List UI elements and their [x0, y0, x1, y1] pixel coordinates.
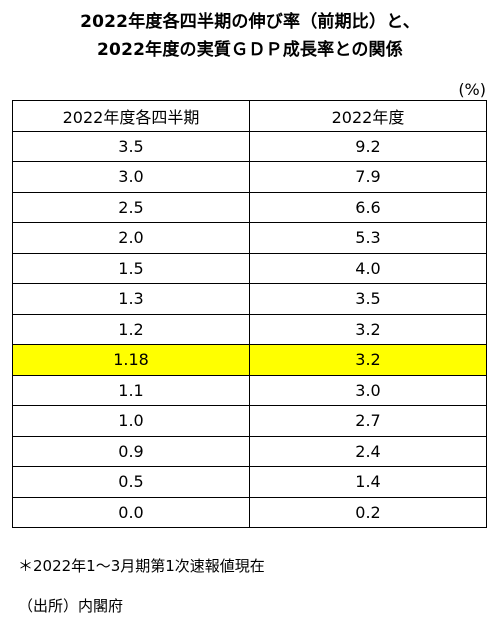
table-row: 2.0 5.3 — [12, 222, 487, 254]
quarterly-rate-cell: 2.0 — [12, 222, 250, 254]
quarterly-rate-cell: 0.9 — [12, 435, 250, 467]
annual-rate-cell: 3.0 — [249, 374, 487, 406]
column-header-quarterly: 2022年度各四半期 — [12, 100, 250, 132]
quarterly-rate-cell: 0.0 — [12, 496, 250, 528]
quarterly-rate-cell: 1.3 — [12, 283, 250, 315]
footnote: ＊2022年1～3月期第1次速報値現在 — [18, 557, 265, 575]
table-row: 3.0 7.9 — [12, 161, 487, 193]
annual-rate-cell: 9.2 — [249, 130, 487, 162]
title-line-1: 2022年度各四半期の伸び率（前期比）と、 — [80, 12, 420, 32]
annual-rate-cell: 4.0 — [249, 252, 487, 284]
table-row: 3.5 9.2 — [12, 130, 487, 162]
quarterly-rate-cell: 1.18 — [12, 344, 250, 376]
annual-rate-cell: 6.6 — [249, 191, 487, 223]
table-row: 0.5 1.4 — [12, 466, 487, 498]
table-row: 1.3 3.5 — [12, 283, 487, 315]
quarterly-rate-cell: 3.0 — [12, 161, 250, 193]
table-row: 1.5 4.0 — [12, 252, 487, 284]
table-row-highlighted: 1.18 3.2 — [12, 344, 487, 376]
annual-rate-cell: 0.2 — [249, 496, 487, 528]
annual-rate-cell: 3.5 — [249, 283, 487, 315]
quarterly-rate-cell: 2.5 — [12, 191, 250, 223]
quarterly-rate-cell: 1.5 — [12, 252, 250, 284]
growth-rate-table: 2022年度各四半期 2022年度 3.5 9.2 3.0 7.9 2.5 6.… — [12, 100, 487, 528]
annual-rate-cell: 1.4 — [249, 466, 487, 498]
annual-rate-cell: 2.7 — [249, 405, 487, 437]
annual-rate-cell: 3.2 — [249, 344, 487, 376]
table-row: 1.2 3.2 — [12, 313, 487, 345]
column-header-annual: 2022年度 — [249, 100, 487, 132]
annual-rate-cell: 5.3 — [249, 222, 487, 254]
table-row: 0.0 0.2 — [12, 496, 487, 528]
annual-rate-cell: 3.2 — [249, 313, 487, 345]
table-row: 2.5 6.6 — [12, 191, 487, 223]
title-line-2: 2022年度の実質ＧＤＰ成長率との関係 — [97, 40, 403, 60]
table-row: 1.1 3.0 — [12, 374, 487, 406]
table-row: 0.9 2.4 — [12, 435, 487, 467]
quarterly-rate-cell: 1.0 — [12, 405, 250, 437]
annual-rate-cell: 2.4 — [249, 435, 487, 467]
table-row: 1.0 2.7 — [12, 405, 487, 437]
quarterly-rate-cell: 1.2 — [12, 313, 250, 345]
annual-rate-cell: 7.9 — [249, 161, 487, 193]
quarterly-rate-cell: 1.1 — [12, 374, 250, 406]
source-note: （出所）内閣府 — [18, 597, 124, 615]
page-title: 2022年度各四半期の伸び率（前期比）と、 2022年度の実質ＧＤＰ成長率との関… — [0, 8, 500, 64]
unit-label: (%) — [458, 80, 486, 99]
quarterly-rate-cell: 3.5 — [12, 130, 250, 162]
table-header-row: 2022年度各四半期 2022年度 — [12, 100, 487, 132]
quarterly-rate-cell: 0.5 — [12, 466, 250, 498]
